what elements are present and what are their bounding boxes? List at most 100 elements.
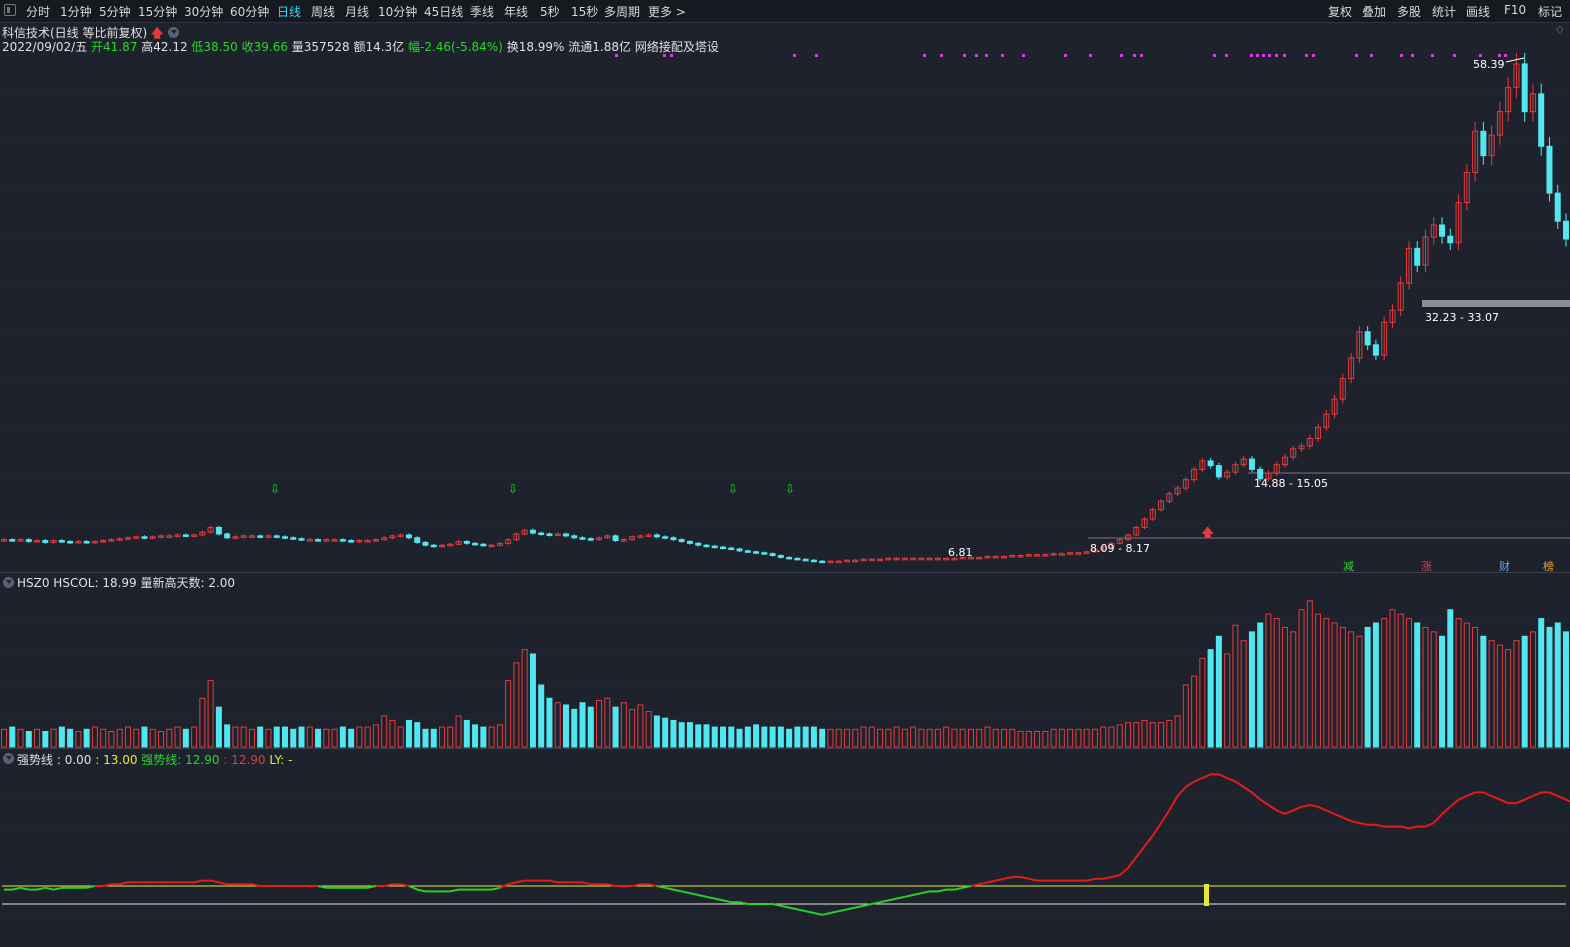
period-tab-16[interactable]: 更多 >	[648, 5, 686, 19]
panel-toggle-icon[interactable]	[4, 4, 16, 16]
volume-bar	[372, 724, 379, 748]
volume-bar	[1455, 618, 1462, 748]
flag-rank[interactable]: 榜	[1543, 560, 1554, 573]
flag-finance[interactable]: 财	[1499, 560, 1510, 573]
candle-body	[662, 536, 669, 539]
candle-body	[1050, 553, 1057, 556]
indicator-value-5: LY: -	[269, 753, 293, 767]
candle-body	[521, 529, 528, 535]
volume-bar	[50, 728, 57, 748]
strength-segment	[1466, 791, 1476, 797]
up-arrow-icon: 🡅	[151, 26, 164, 40]
tool-0[interactable]: 复权	[1328, 5, 1353, 19]
candle-body	[1199, 460, 1206, 470]
strength-segment	[1425, 822, 1435, 828]
volume-bar	[918, 728, 925, 748]
candle-body	[25, 539, 32, 542]
dropdown-icon[interactable]	[168, 27, 179, 38]
volume-bar	[1017, 731, 1024, 748]
period-tab-15[interactable]: 多周期	[604, 5, 641, 19]
candle-body	[207, 526, 214, 533]
candle-body	[868, 558, 875, 562]
period-tab-7[interactable]: 周线	[311, 5, 336, 19]
period-tab-4[interactable]: 30分钟	[184, 5, 224, 19]
candle-body	[967, 556, 974, 560]
candle-body	[1248, 458, 1255, 470]
period-tab-10[interactable]: 45日线	[424, 5, 464, 19]
collapse-icon[interactable]	[3, 577, 14, 588]
strength-segment	[1201, 773, 1212, 779]
candle-body	[934, 557, 941, 561]
zone-label-2: 14.88 - 15.05	[1254, 477, 1328, 490]
volume-bar	[1191, 675, 1198, 748]
diamond-icon[interactable]: ◇	[1556, 24, 1564, 35]
strength-segment	[1532, 791, 1542, 797]
volume-bar	[976, 728, 983, 748]
period-tab-3[interactable]: 15分钟	[138, 5, 178, 19]
candle-body	[1042, 554, 1049, 557]
tool-5[interactable]: F10	[1504, 3, 1527, 17]
volume-bar	[1100, 726, 1107, 748]
strength-segment	[797, 908, 806, 913]
strength-segment	[1119, 867, 1129, 876]
volume-bar	[612, 706, 619, 748]
tool-4[interactable]: 画线	[1466, 5, 1491, 19]
period-tab-0[interactable]: 分时	[26, 5, 51, 19]
strength-segment	[970, 883, 980, 887]
strength-segment	[408, 885, 418, 891]
volume-bar	[562, 704, 569, 748]
tool-1[interactable]: 叠加	[1362, 5, 1387, 19]
candle-body	[182, 534, 189, 537]
candle-body	[67, 540, 74, 544]
volume-bar	[364, 726, 371, 748]
strength-segment	[987, 879, 996, 884]
candle-body	[1240, 458, 1247, 466]
strength-segment	[888, 897, 897, 902]
signal-dot	[1089, 54, 1092, 57]
signal-bar	[1204, 884, 1209, 906]
period-tab-14[interactable]: 15秒	[571, 5, 599, 19]
period-tab-12[interactable]: 年线	[504, 5, 529, 19]
candle-body	[83, 540, 90, 544]
tool-2[interactable]: 多股	[1397, 5, 1422, 19]
flag-rise[interactable]: 涨	[1421, 560, 1432, 573]
candle-body	[166, 535, 173, 538]
period-toolbar: 分时 1分钟 5分钟 15分钟 30分钟 60分钟 日线 周线 月线 10分钟 45日线 季线 年线 5秒…	[0, 0, 1570, 23]
volume-chart[interactable]	[0, 590, 1570, 748]
period-tab-11[interactable]: 季线	[470, 5, 495, 19]
strength-segment	[582, 881, 591, 886]
period-tab-13[interactable]: 5秒	[540, 5, 560, 19]
volume-bar	[1034, 731, 1041, 748]
period-tab-5[interactable]: 60分钟	[230, 5, 270, 19]
candle-body	[720, 546, 727, 550]
tool-3[interactable]: 统计	[1432, 5, 1457, 19]
volume-bar	[1439, 635, 1446, 748]
period-tab-8[interactable]: 月线	[345, 5, 370, 19]
volume-bar	[538, 684, 545, 748]
candle-body	[1215, 465, 1222, 478]
period-tab-1[interactable]: 1分钟	[60, 5, 92, 19]
strength-segment	[1151, 822, 1162, 837]
price-chart[interactable]: ⇩ ⇩ ⇩ ⇩ 🡅	[0, 52, 1570, 572]
volume-bar	[488, 726, 495, 748]
flag-reduce[interactable]: 减	[1343, 560, 1354, 573]
volume-bar	[951, 728, 958, 748]
candle-body	[1563, 220, 1569, 240]
volume-bar	[596, 700, 603, 748]
volume-bar	[587, 706, 594, 748]
indicator-chart[interactable]	[0, 766, 1570, 946]
period-tab-6[interactable]: 日线	[277, 5, 302, 19]
volume-bar	[348, 728, 355, 748]
candle-body	[124, 537, 131, 540]
volume-bar	[546, 697, 553, 748]
strength-segment	[937, 888, 947, 893]
period-tab-2[interactable]: 5分钟	[99, 5, 131, 19]
strength-segment	[102, 883, 112, 887]
period-tab-9[interactable]: 10分钟	[378, 5, 418, 19]
collapse-icon[interactable]	[3, 753, 14, 764]
candle-body	[620, 539, 627, 542]
tool-6[interactable]: 标记	[1538, 5, 1563, 19]
candle-body	[769, 553, 776, 557]
zone-label-3: 8.09 - 8.17	[1090, 542, 1150, 555]
volume-bar	[1505, 649, 1512, 748]
